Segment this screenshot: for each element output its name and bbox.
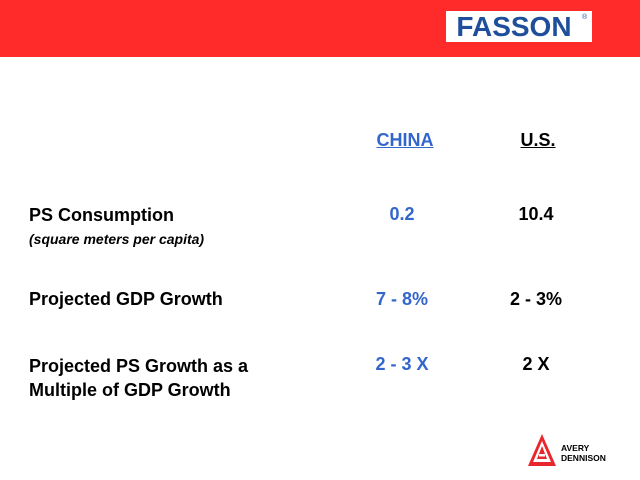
- avery-dennison-logo: AVERY DENNISON: [527, 433, 635, 469]
- value-us-ps-consumption: 10.4: [518, 204, 554, 224]
- fasson-logo: FASSON ®: [446, 11, 592, 42]
- avery-text: AVERY: [561, 443, 590, 453]
- value-us-ps-growth: 2 X: [522, 354, 550, 374]
- column-header-china: CHINA: [376, 130, 434, 150]
- fasson-logo-text: FASSON: [456, 11, 572, 42]
- value-us-gdp-growth: 2 - 3%: [509, 289, 563, 309]
- registered-mark: ®: [582, 14, 588, 21]
- row-label-ps-growth-line1: Projected PS Growth as a: [29, 356, 249, 376]
- value-china-ps-growth: 2 - 3 X: [375, 354, 429, 374]
- avery-dennison-icon: [528, 434, 556, 466]
- dennison-text: DENNISON: [561, 453, 606, 463]
- row-label-gdp-growth: Projected GDP Growth: [29, 289, 223, 309]
- row-label-ps-consumption: PS Consumption: [29, 205, 174, 225]
- row-sublabel-per-capita: (square meters per capita): [29, 231, 205, 247]
- value-china-gdp-growth: 7 - 8%: [375, 289, 429, 309]
- column-header-us: U.S.: [520, 130, 556, 150]
- row-label-ps-growth-line2: Multiple of GDP Growth: [29, 380, 231, 400]
- value-china-ps-consumption: 0.2: [389, 204, 415, 224]
